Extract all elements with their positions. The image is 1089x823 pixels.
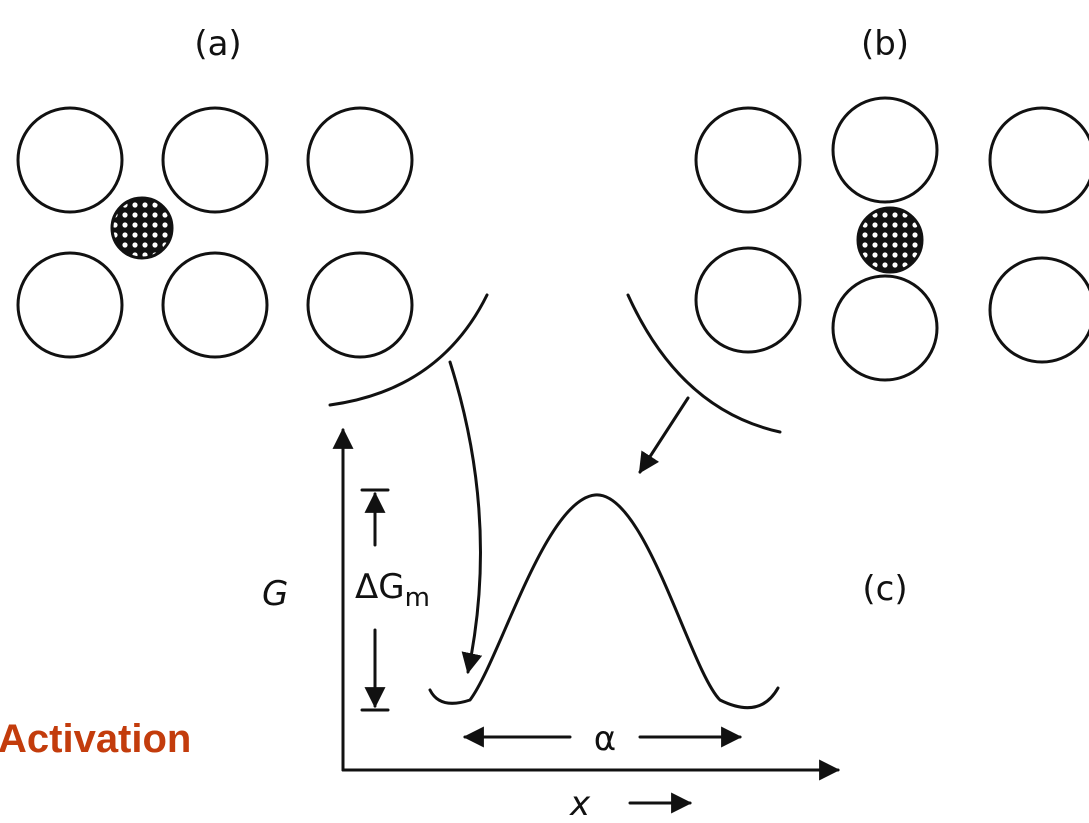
arc-b: [628, 295, 780, 432]
panel-label: (c): [862, 569, 907, 609]
interstitial-atom-b: [858, 208, 922, 272]
caption: Activation: [0, 717, 191, 761]
lattice-a: [18, 108, 412, 357]
label-part: m: [405, 583, 430, 613]
energy-curve: [430, 495, 778, 708]
label-part: ΔG: [355, 567, 405, 607]
interstitial-atom-a: [112, 198, 172, 258]
y-axis-label: G: [262, 574, 288, 614]
arrow-b: [640, 398, 688, 472]
panel-label: (a): [194, 24, 241, 64]
diagram: (a) (b) (c) G ΔGm α x Activation: [0, 0, 1089, 823]
barrier-label: ΔGm: [355, 567, 430, 613]
alpha-label: α: [594, 719, 616, 759]
arrow-a: [450, 362, 480, 672]
arc-a: [330, 295, 487, 405]
x-axis-label: x: [569, 784, 591, 823]
panel-label: (b): [861, 24, 909, 64]
